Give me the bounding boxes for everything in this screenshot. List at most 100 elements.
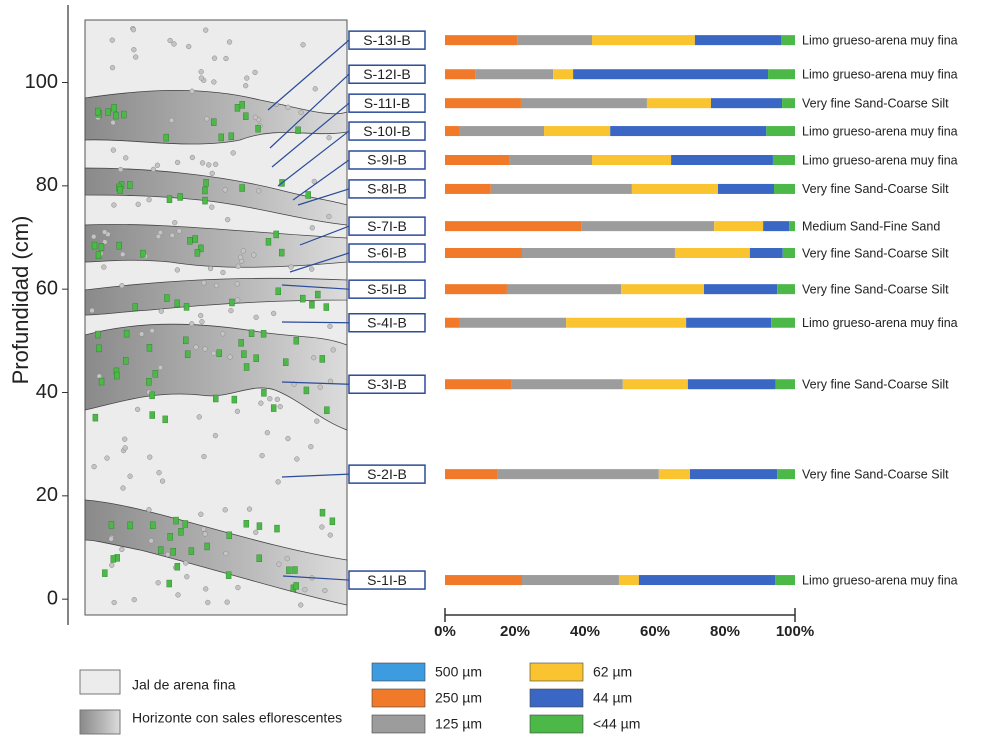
sample-label: S-1I-B (367, 572, 407, 588)
grain-dot (135, 201, 141, 207)
bar-segment (445, 317, 459, 328)
bar-segment (772, 155, 795, 165)
salt-crystal (265, 238, 272, 246)
salt-crystal (241, 350, 247, 358)
grain-dot (165, 551, 171, 558)
bar-segment (775, 575, 795, 586)
grain-dot (171, 41, 177, 47)
salt-crystal (243, 520, 250, 528)
grain-dot (207, 265, 214, 272)
class-label: Very fine Sand-Coarse Silt (802, 246, 949, 260)
salt-crystal (167, 533, 173, 541)
salt-crystal (256, 522, 263, 530)
grain-dot (175, 592, 181, 598)
x-tick-label: 80% (710, 623, 740, 640)
bar-segment (763, 221, 790, 232)
sample-label: S-11I-B (364, 95, 410, 111)
salt-crystal (202, 186, 208, 195)
salt-crystal (182, 520, 188, 528)
sample-box (348, 30, 426, 50)
salt-crystal (114, 371, 120, 380)
grain-dot (168, 117, 175, 124)
sample-box (348, 279, 426, 299)
bar-segment (610, 126, 767, 137)
legend-swatch (79, 709, 121, 735)
grain-dot (222, 187, 228, 193)
salt-crystal (183, 303, 190, 311)
grain-dot (133, 54, 139, 60)
grain-dot (120, 251, 126, 257)
grain-dot (91, 234, 97, 240)
salt-crystal (149, 391, 155, 400)
bar-segment (445, 126, 459, 137)
salt-crystal (146, 344, 153, 352)
salt-crystal (166, 195, 173, 203)
bar-segment (459, 126, 545, 137)
grain-dot (134, 406, 141, 413)
grain-dot (222, 507, 228, 513)
bar-segment (520, 98, 647, 109)
grain-dot (146, 197, 152, 203)
grain-dot (198, 312, 204, 319)
salt-crystal (187, 237, 193, 245)
grain-dot (264, 430, 271, 436)
grain-dot (259, 452, 265, 459)
bar-segment (509, 155, 592, 165)
bar-segment (621, 284, 704, 295)
grain-dot (298, 602, 304, 608)
bar-segment (511, 379, 623, 390)
speckles (89, 25, 336, 608)
grain-dot (131, 47, 137, 53)
grain-dot (91, 463, 97, 470)
grain-dot (244, 75, 250, 81)
salt-crystal (329, 517, 336, 526)
leader-line (297, 188, 350, 206)
salt-crystal (279, 248, 285, 257)
salt-crystal (260, 330, 267, 338)
salt-crystal (192, 235, 198, 243)
grain-dot (205, 599, 211, 606)
grain-dot (230, 150, 236, 156)
grain-dot (203, 586, 209, 592)
salt-crystal (184, 350, 191, 358)
grain-dot (203, 27, 209, 33)
grain-dot (237, 254, 244, 260)
sample-box (348, 374, 426, 394)
x-tick-label: 40% (570, 623, 600, 640)
grain-dot (226, 39, 233, 45)
grain-dot (201, 453, 207, 460)
salt-crystal (248, 329, 255, 337)
grain-dot (235, 297, 241, 303)
salt-crystal (253, 354, 259, 362)
bar-segment (459, 317, 567, 328)
bar-segment (782, 248, 795, 258)
salt-crystal (238, 339, 244, 347)
salt-crystal (188, 547, 195, 555)
grain-dot (104, 455, 110, 461)
salt-crystal (293, 336, 300, 345)
bar-segment (782, 98, 795, 109)
salt-crystal (95, 107, 101, 116)
salt-crystal (177, 193, 183, 201)
sample-box (348, 464, 426, 484)
grain-dot (159, 478, 166, 484)
grain-dot (212, 432, 219, 439)
grain-dot (198, 511, 204, 517)
salt-crystal (225, 571, 232, 579)
salt-crystal (122, 357, 129, 365)
grain-dot (252, 69, 258, 76)
grain-dot (252, 114, 259, 121)
y-tick-label: 100 (25, 71, 58, 93)
legend-label: 250 µm (435, 690, 482, 706)
grain-dot (235, 584, 241, 591)
salt-crystal (275, 287, 281, 296)
column-legend: Jal de arena fina Horizonte con sales ef… (79, 669, 342, 735)
grain-dot (211, 55, 218, 61)
sample-label: S-10I-B (363, 123, 410, 139)
bar-segment (592, 35, 695, 46)
grain-dot (228, 307, 234, 314)
y-tick-label: 80 (36, 174, 58, 196)
salt-crystal (117, 186, 123, 194)
salt-crystal (98, 243, 105, 251)
salt-crystal (226, 531, 232, 539)
